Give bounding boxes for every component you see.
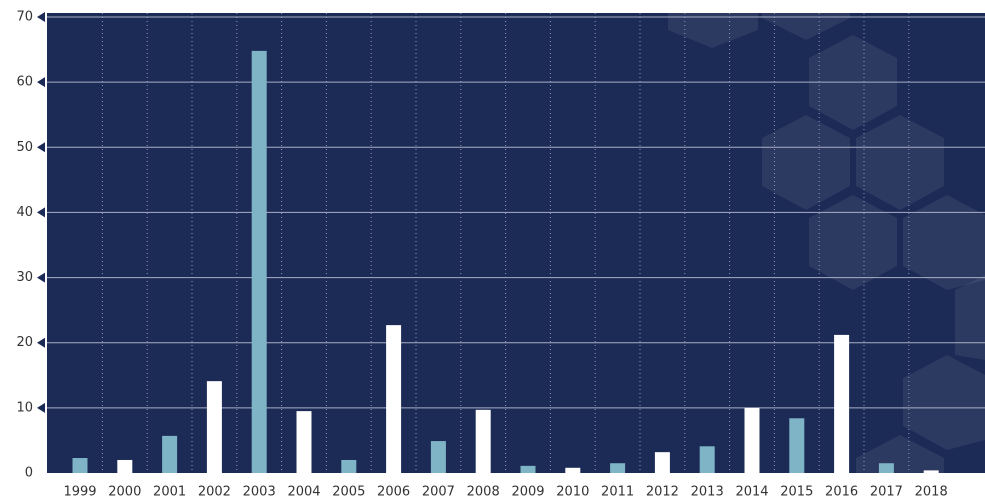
x-tick-label: 2009 [511,485,544,500]
bar [296,411,312,473]
x-tick-label: 2007 [422,485,455,500]
x-tick-label: 2016 [825,485,858,500]
y-tick-label: 30 [16,270,33,285]
bar [206,381,222,473]
x-tick-label: 2015 [780,485,813,500]
bar [923,470,939,473]
x-tick-label: 2000 [108,485,141,500]
y-tick-label: 20 [16,335,33,350]
bar [430,441,446,473]
x-tick-label: 2006 [377,485,410,500]
decoration [668,0,985,473]
x-tick-label: 2011 [601,485,634,500]
x-tick-label: 2013 [691,485,724,500]
bar [699,446,715,473]
tick-marker [37,272,45,283]
x-tick-label: 2017 [870,485,903,500]
plot-area [47,13,985,473]
bar [251,50,267,473]
bar [520,465,536,473]
y-tick-label: 70 [16,10,33,25]
x-tick-label: 2005 [332,485,365,500]
bar [72,458,88,473]
tick-marker [37,207,45,218]
x-tick-label: 2018 [915,485,948,500]
tick-marker [37,77,45,88]
x-tick-label: 2008 [467,485,500,500]
y-tick-label: 50 [16,140,33,155]
x-tick-label: 2010 [556,485,589,500]
bar [475,409,491,473]
x-tick-label: 2003 [243,485,276,500]
bar [341,459,357,473]
x-tick-label: 1999 [63,485,96,500]
y-tick-label: 60 [16,75,33,90]
bar [654,452,670,473]
tick-marker [37,402,45,413]
x-tick-label: 2012 [646,485,679,500]
y-tick-label: 10 [16,400,33,415]
tick-marker [37,12,45,22]
bar [162,435,178,473]
y-tick-label: 0 [25,466,33,481]
bar [610,463,626,473]
y-tick-label: 40 [16,205,33,220]
bar [565,467,581,473]
x-tick-label: 2001 [153,485,186,500]
x-tick-label: 2004 [287,485,320,500]
x-tick-label: 2014 [735,485,768,500]
bar [878,463,894,473]
x-tick-label: 2002 [198,485,231,500]
bar [789,418,805,473]
bar [117,459,133,473]
bar [834,334,850,473]
tick-marker [37,337,45,348]
bar [744,407,760,473]
bar [386,325,402,473]
tick-marker [37,142,45,153]
